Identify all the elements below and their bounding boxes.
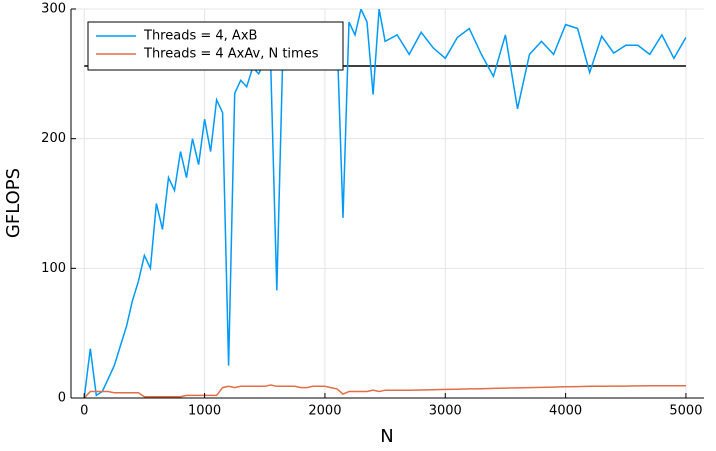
legend-label: Threads = 4, AxB (143, 29, 257, 44)
y-tick-label: 200 (41, 131, 66, 146)
x-tick-label: 2000 (308, 404, 341, 419)
x-tick-label: 0 (80, 404, 88, 419)
x-tick-label: 5000 (669, 404, 702, 419)
x-tick-label: 3000 (429, 404, 462, 419)
series-line (83, 384, 686, 398)
y-tick-label: 100 (41, 261, 66, 276)
y-tick-label: 300 (41, 2, 66, 17)
legend-box (87, 21, 344, 71)
x-tick-label: 1000 (188, 404, 221, 419)
legend-label: Threads = 4 AxAv, N times (143, 47, 319, 62)
x-tick-label: 4000 (549, 404, 582, 419)
x-axis-label: N (380, 426, 393, 447)
y-tick-label: 0 (58, 391, 66, 406)
y-axis-label: GFLOPS (3, 168, 24, 238)
